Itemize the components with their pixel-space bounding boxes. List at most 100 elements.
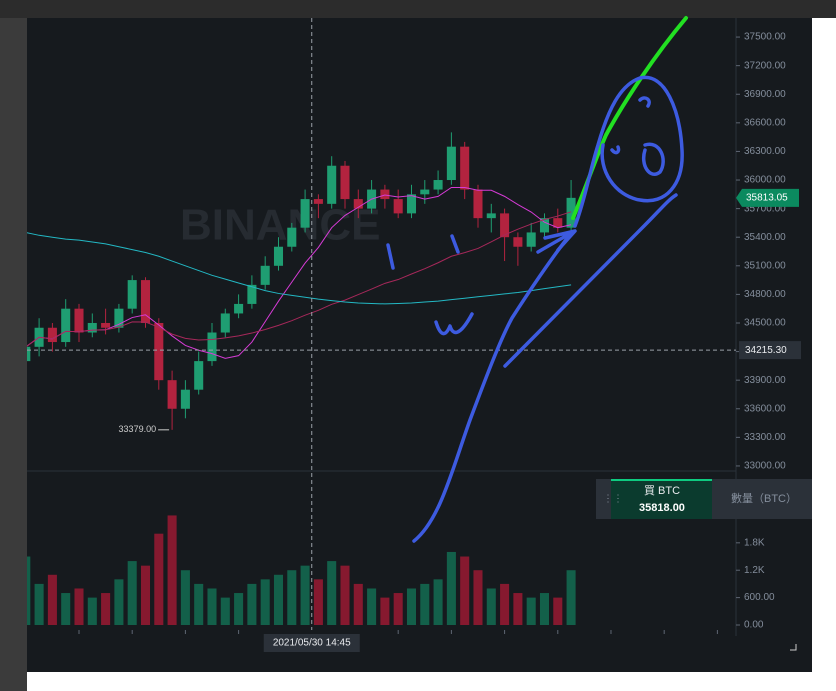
drag-handle[interactable]: ⋮⋮	[603, 494, 623, 505]
candle-body	[154, 322, 164, 381]
volume-bar	[127, 561, 137, 625]
candle-body	[27, 346, 31, 362]
volume-bar	[167, 515, 177, 625]
candle-body	[273, 246, 284, 266]
volume-bar	[380, 597, 390, 625]
volume-bar	[526, 597, 536, 625]
hand-drawing	[386, 16, 688, 543]
volume-bar	[47, 574, 57, 625]
y-tick-label: 37500.00	[744, 32, 786, 43]
candle-body	[234, 303, 244, 314]
candle-body	[287, 227, 297, 247]
moving-average	[27, 211, 572, 347]
volume-bar	[406, 588, 417, 625]
blue-stroke	[386, 234, 474, 336]
last-price-label: 35813.05	[746, 192, 788, 203]
buy-price: 35818.00	[639, 502, 685, 514]
volume-bar	[87, 597, 97, 625]
candle-body	[553, 218, 563, 228]
buy-button[interactable]	[611, 479, 712, 519]
volume-bar	[61, 593, 71, 625]
candle-body	[47, 327, 57, 343]
candle-body	[140, 280, 151, 323]
candle-body	[207, 332, 217, 362]
volume-bar	[34, 583, 44, 625]
candle-body	[460, 146, 470, 190]
volume-bar	[566, 570, 576, 625]
candle-body	[313, 199, 323, 204]
candle-body	[74, 308, 84, 333]
y-tick-label: 36300.00	[744, 146, 786, 157]
candle-body	[539, 218, 550, 233]
y-tick-label: 35700.00	[744, 203, 786, 214]
candle-body	[167, 380, 177, 409]
volume-bar	[486, 588, 496, 625]
volume-bar	[473, 570, 483, 625]
volume-bar	[313, 579, 323, 625]
y-tick-label: 35100.00	[744, 260, 786, 271]
volume-bar	[234, 593, 244, 625]
candle-body	[513, 237, 523, 247]
volume-bar	[154, 533, 164, 625]
candle-body	[194, 361, 204, 390]
blue-stroke	[573, 75, 684, 228]
plot: 33379.00	[27, 18, 736, 630]
candle-body	[87, 322, 97, 333]
volume-bar	[446, 551, 456, 625]
candle-body	[420, 189, 430, 195]
crosshair-x-tag	[263, 634, 360, 652]
volume-bar	[114, 579, 124, 625]
volume-bar	[513, 593, 523, 625]
axes: 33000.0033300.0033600.0033900.0034200.00…	[78, 32, 801, 652]
candle-body	[566, 197, 576, 228]
candle-body	[260, 265, 270, 285]
buy-label: 買 BTC	[644, 484, 680, 497]
volume-bar	[300, 565, 310, 625]
volume-bar	[140, 565, 151, 625]
candle-body	[340, 165, 350, 200]
volume-bar	[287, 570, 297, 625]
blue-stroke	[536, 229, 577, 254]
volume-bar	[460, 556, 470, 625]
y-tick-label: 35400.00	[744, 232, 786, 243]
crosshair-price-label: 34215.30	[745, 345, 787, 356]
volume-tick-label: 0.00	[744, 620, 764, 631]
volume-bar	[433, 579, 443, 625]
volume-bar	[420, 583, 430, 625]
volume-bar	[260, 579, 270, 625]
volume-bar	[101, 593, 111, 625]
y-tick-label: 33300.00	[744, 432, 786, 443]
candle-body	[446, 146, 456, 181]
x-axis: 04:0006:0008:0010:0012:0018:0020:0022:00…	[78, 630, 718, 634]
watermark: BINANCE	[180, 201, 380, 250]
candle-body	[380, 189, 390, 200]
y-tick-label: 36900.00	[744, 89, 786, 100]
resize-handle[interactable]	[790, 644, 797, 651]
candle-body	[406, 194, 417, 214]
candle-body	[327, 165, 337, 204]
candle-body	[473, 189, 483, 219]
qty-label: 數量（BTC）	[731, 492, 797, 505]
y-tick-label: 33900.00	[744, 375, 786, 386]
candle-body	[500, 213, 510, 238]
volume-tick-label: 600.00	[744, 592, 775, 603]
volume-tick-label: 1.8K	[744, 537, 765, 548]
blue-stroke	[503, 193, 678, 368]
candle-body	[61, 308, 71, 343]
candle-body	[114, 308, 124, 328]
moving-average-long	[27, 232, 572, 305]
candle-body	[433, 180, 443, 190]
y-tick-label: 33600.00	[744, 403, 786, 414]
volume-bar	[500, 583, 510, 625]
volume-bar	[553, 597, 563, 625]
y-tick-label: 36600.00	[744, 117, 786, 128]
crosshair-price-tag	[739, 341, 801, 360]
y-tick-label: 34500.00	[744, 318, 786, 329]
candle-body	[127, 280, 137, 309]
volume-bar	[74, 588, 84, 625]
candle-body	[300, 199, 310, 228]
volume-bar	[367, 588, 377, 625]
volume-bar	[220, 597, 230, 625]
volume-bar	[207, 588, 217, 625]
candle-body	[247, 284, 257, 304]
